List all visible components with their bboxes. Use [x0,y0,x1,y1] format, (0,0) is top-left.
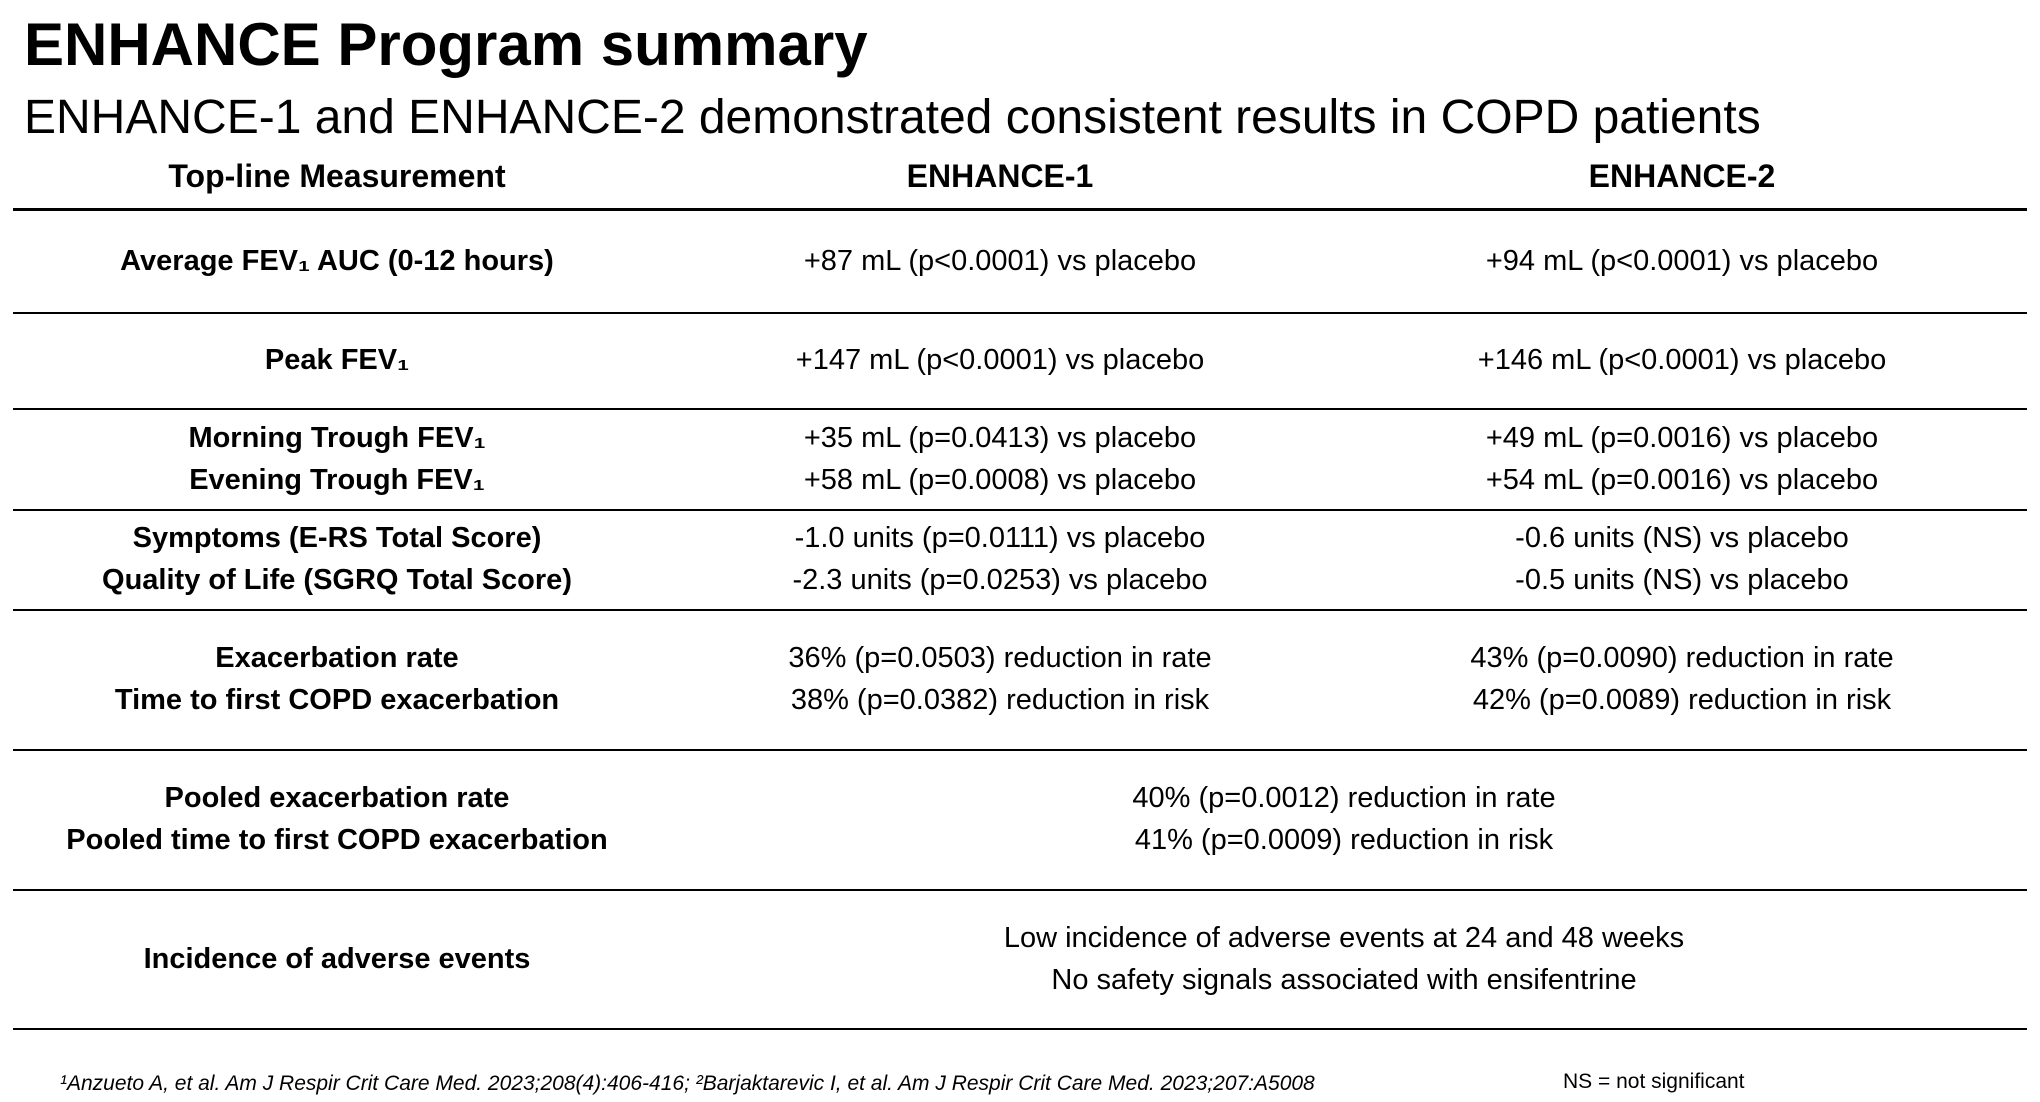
cell-line: -1.0 units (p=0.0111) vs placebo [794,522,1206,554]
cell-line: +58 mL (p=0.0008) vs placebo [803,463,1197,496]
label-cell: Morning Trough FEV₁ Evening Trough FEV₁ [188,417,485,501]
label-cell: Exacerbation rate Time to first COPD exac… [115,637,559,721]
enhance-2-cell: 43% (p=0.0090) reduction in rate 42% (p=0… [1470,637,1893,721]
row-rule [13,1028,2027,1030]
enhance-2-cell: +146 mL (p<0.0001) vs placebo [1478,339,1886,381]
cell-line: +54 mL (p=0.0016) vs placebo [1485,463,1879,496]
row-rule [13,609,2027,611]
cell-line: -2.3 units (p=0.0253) vs placebo [792,564,1208,596]
row-rule [13,889,2027,891]
enhance-1-cell: 36% (p=0.0503) reduction in rate 38% (p=0… [788,637,1211,721]
column-header: ENHANCE-1 [906,158,1094,194]
label-cell: Pooled exacerbation rate Pooled time to f… [66,777,607,861]
row-rule [13,509,2027,511]
cell-line: Pooled time to first COPD exacerbation [66,824,608,856]
enhance-2-cell: +94 mL (p<0.0001) vs placebo [1486,240,1878,282]
combined-cell: Low incidence of adverse events at 24 an… [1004,917,1684,1001]
references: ¹Anzueto A, et al. Am J Respir Crit Care… [60,1072,1315,1095]
label-cell: Peak FEV₁ [265,339,409,381]
cell-line: 42% (p=0.0089) reduction in risk [1472,684,1892,716]
cell-line: 41% (p=0.0009) reduction in risk [1134,824,1554,856]
column-header: ENHANCE-2 [1588,158,1776,194]
cell-line: -0.5 units (NS) vs placebo [1515,564,1849,596]
cell-line: +146 mL (p<0.0001) vs placebo [1477,344,1887,376]
enhance-1-cell: +87 mL (p<0.0001) vs placebo [804,240,1196,282]
cell-line: +94 mL (p<0.0001) vs placebo [1485,245,1879,277]
enhance-1-cell: +147 mL (p<0.0001) vs placebo [796,339,1204,381]
cell-line: Morning Trough FEV₁ [188,421,486,454]
cell-line: +49 mL (p=0.0016) vs placebo [1485,421,1879,454]
cell-line: Low incidence of adverse events at 24 an… [1003,921,1685,954]
cell-line: Exacerbation rate [215,642,459,674]
cell-line: 38% (p=0.0382) reduction in risk [790,684,1210,716]
cell-line: -0.6 units (NS) vs placebo [1515,522,1849,554]
cell-line: Symptoms (E-RS Total Score) [132,522,542,554]
cell-line: +87 mL (p<0.0001) vs placebo [803,245,1197,277]
cell-line: 43% (p=0.0090) reduction in rate [1470,642,1894,674]
cell-line: 40% (p=0.0012) reduction in rate [1132,782,1556,814]
cell-line: No safety signals associated with ensife… [1051,963,1637,996]
label-cell: Symptoms (E-RS Total Score) Quality of Li… [102,517,572,601]
cell-line: Pooled exacerbation rate [164,782,510,814]
cell-line: 36% (p=0.0503) reduction in rate [788,642,1212,674]
enhance-2-cell: -0.6 units (NS) vs placebo -0.5 units (NS… [1515,517,1849,601]
row-rule [13,408,2027,410]
cell-line: Evening Trough FEV₁ [189,463,485,496]
header-rule [13,208,2027,211]
cell-line: Time to first COPD exacerbation [114,684,560,716]
note: NS = not significant [1563,1070,1745,1093]
cell-line: +35 mL (p=0.0413) vs placebo [803,421,1197,454]
cell-line: Quality of Life (SGRQ Total Score) [102,564,572,596]
enhance-1-cell: +35 mL (p=0.0413) vs placebo +58 mL (p=0.… [804,417,1196,501]
cell-line: +147 mL (p<0.0001) vs placebo [795,344,1205,376]
subtitle: ENHANCE-1 and ENHANCE-2 demonstrated con… [24,91,1761,144]
row-rule [13,312,2027,314]
label-cell: Incidence of adverse events [144,938,531,980]
cell-line: Peak FEV₁ [264,344,410,376]
enhance-1-cell: -1.0 units (p=0.0111) vs placebo -2.3 uni… [792,517,1207,601]
title: ENHANCE Program summary [24,11,868,78]
row-rule [13,749,2027,751]
column-header: Top-line Measurement [168,158,506,194]
cell-line: Incidence of adverse events [143,942,531,975]
label-cell: Average FEV₁ AUC (0-12 hours) [120,240,554,282]
combined-cell: 40% (p=0.0012) reduction in rate 41% (p=0… [1132,777,1555,861]
enhance-2-cell: +49 mL (p=0.0016) vs placebo +54 mL (p=0.… [1486,417,1878,501]
cell-line: Average FEV₁ AUC (0-12 hours) [120,245,554,277]
